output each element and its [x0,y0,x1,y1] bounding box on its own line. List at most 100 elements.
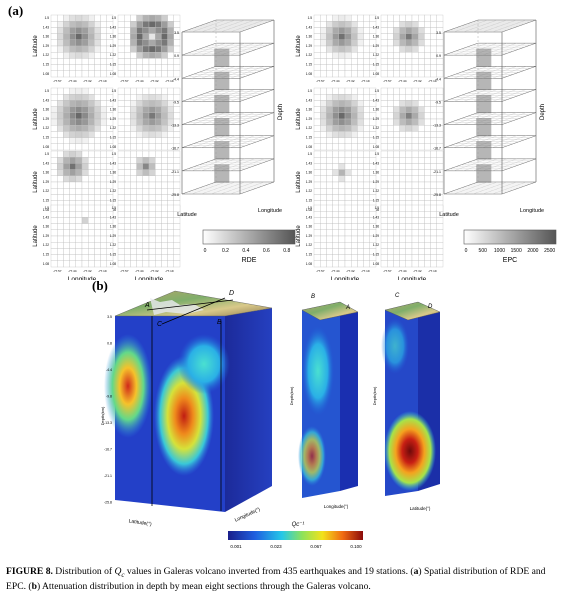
grid-cell [75,125,83,132]
grid-cell [63,131,70,138]
grid-cell [344,58,352,65]
colorbar-tick: 2000 [527,248,538,254]
grid-cell [351,229,358,237]
block-core [476,117,492,137]
grid-cell [338,150,346,158]
lat-tick: 1.5 [375,206,380,210]
grid-cell [332,39,339,47]
grid-cell [57,254,64,261]
grid-cell [155,223,162,230]
grid-cell [418,211,425,218]
grid-cell [50,39,58,47]
grid-cell [399,169,406,176]
grid-cell [136,254,143,261]
grid-cell [167,137,174,144]
grid-cell [380,131,388,138]
grid-cell [117,143,125,151]
grid-cell [124,150,131,158]
grid-cell [332,217,339,224]
grid-cell [142,70,150,78]
grid-cell [81,163,89,170]
lon-tick: -77.32 [413,269,422,273]
grid-cell [173,217,181,224]
qc-3d-block-main: A C B D 3.50.8-4.4-9.8-13.3-16.7-21.1-25… [100,290,273,528]
lat-tick: 1.36 [306,171,312,175]
grid-cell [363,21,370,28]
grid-cell [117,131,125,138]
grid-cell [130,14,137,22]
grid-cell [117,175,125,183]
grid-cell [411,131,419,138]
grid-cell [63,87,70,95]
grid-cell [100,188,107,195]
grid-cell [399,125,406,132]
lat-tick: 1.22 [110,53,116,57]
grid-cell [313,223,321,230]
grid-cell [326,118,333,126]
grid-cell [155,194,162,201]
grid-cell [430,21,437,28]
grid-cell [94,211,101,218]
grid-cell [313,188,321,195]
longitude-label: Longitude [331,276,360,280]
grid-cell [88,52,95,59]
grid-cell [411,217,419,224]
grid-cell [63,175,70,183]
grid-cell [399,217,406,224]
grid-cell [50,137,58,144]
grid-cell [75,194,83,201]
grid-cell [167,181,174,189]
grid-cell [155,137,162,144]
lat-tick: 1.29 [373,180,379,184]
grid-cell [75,64,83,71]
figure-caption: FIGURE 8. Distribution of Qc values in G… [6,566,564,593]
grid-cell [411,64,419,71]
grid-cell [418,217,425,224]
grid-cell [351,175,358,183]
grid-cell [405,143,413,151]
grid-cell [320,223,327,230]
qc-colorbar: Qc⁻¹ 0.001 0.023 0.067 0.100 [228,522,363,549]
grid-cell [393,163,400,170]
grid-cell [148,118,156,126]
lon-tick: -77.19 [98,269,107,273]
latitude-label: Latitude [33,108,39,130]
lat-tick: 1.15 [110,63,116,67]
grid-cell [344,254,352,261]
lat-tick: 1.22 [110,243,116,247]
grid-cell [320,260,327,268]
grid-cell [436,204,444,212]
grid-cell [57,100,64,107]
lat-tick: 1.43 [43,161,49,165]
grid-cell [357,235,364,243]
grid-cell [430,181,437,189]
grid-cell [63,14,70,22]
grid-cell [124,39,131,47]
grid-cell [387,188,394,195]
grid-cell [88,33,95,40]
grid-cell [424,163,431,170]
grid-cell [380,242,388,249]
grid-cell [351,52,358,59]
grid-cell [418,223,425,230]
grid-cell [351,260,358,268]
lon-tick: -77.44 [135,269,144,273]
grid-cell [124,33,131,40]
grid-cell [326,27,333,34]
lat-tick: 1.43 [110,25,116,29]
grid-cell [124,211,131,218]
lat-tick: 1.22 [373,126,379,130]
grid-cell [161,181,168,189]
grid-cell [363,131,370,138]
grid-cell [130,131,137,138]
grid-cell [148,223,156,230]
lat-tick: 1.43 [373,25,379,29]
grid-cell [344,27,352,34]
grid-cell [313,118,321,126]
grid-cell [418,64,425,71]
longitude-label: Longitude [68,276,97,280]
grid-cell [117,52,125,59]
grid-cell [393,211,400,218]
grid-cell [136,181,143,189]
grid-cell [88,137,95,144]
